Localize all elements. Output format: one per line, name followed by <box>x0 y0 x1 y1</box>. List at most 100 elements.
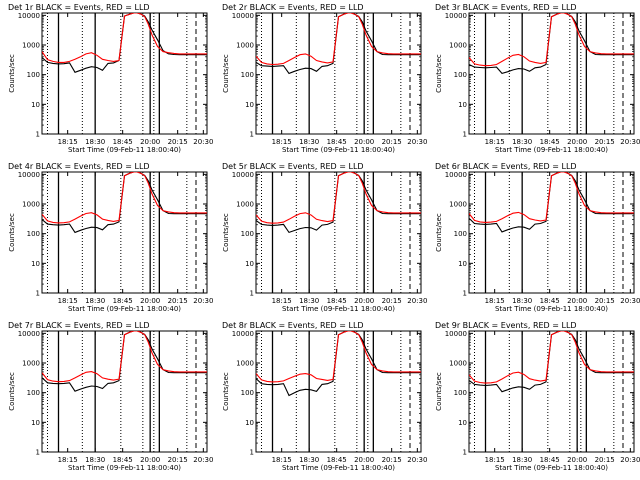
x-tick-label: 18:30 <box>299 297 319 305</box>
y-axis-label: Counts/sec <box>8 372 16 411</box>
y-tick-label: 1000 <box>449 42 467 50</box>
x-tick-label: 18:30 <box>299 138 319 146</box>
y-tick-label: 1 <box>250 131 254 139</box>
panel-title: Det 8r BLACK = Events, RED = LLD <box>222 321 364 330</box>
x-tick-label: 20:15 <box>382 456 402 464</box>
x-tick-label: 20:15 <box>595 456 615 464</box>
y-tick-label: 10 <box>31 101 40 109</box>
lld-line <box>256 331 421 383</box>
panel-det-1: Det 1r BLACK = Events, RED = LLD 1 10 100 10… <box>8 3 213 154</box>
y-tick-label: 10 <box>245 101 254 109</box>
y-axis-label: Counts/sec <box>435 213 443 252</box>
y-axis-label: Counts/sec <box>8 213 16 252</box>
y-axis-label: Counts/sec <box>222 372 230 411</box>
x-axis-label: Start Time (09-Feb-11 18:00:40) <box>495 146 608 154</box>
x-tick-label: 18:30 <box>299 456 319 464</box>
y-tick-label: 10000 <box>18 12 40 20</box>
y-tick-label: 10 <box>458 419 467 427</box>
x-tick-label: 20:30 <box>193 456 213 464</box>
y-tick-label: 1 <box>36 131 40 139</box>
x-tick-label: 20:00 <box>140 456 160 464</box>
x-tick-label: 20:30 <box>193 297 213 305</box>
y-tick-label: 10000 <box>232 12 254 20</box>
y-tick-label: 10 <box>31 419 40 427</box>
x-axis-label: Start Time (09-Feb-11 18:00:40) <box>495 305 608 313</box>
panel-title: Det 9r BLACK = Events, RED = LLD <box>435 321 577 330</box>
panel-det-2: Det 2r BLACK = Events, RED = LLD 1 10 100 10… <box>222 3 427 154</box>
y-axis-label: Counts/sec <box>222 213 230 252</box>
y-tick-label: 100 <box>241 230 254 238</box>
x-tick-label: 20:30 <box>620 297 640 305</box>
events-line <box>42 172 207 234</box>
y-tick-label: 1000 <box>236 42 254 50</box>
lld-line <box>469 13 634 67</box>
x-tick-label: 20:30 <box>193 138 213 146</box>
y-tick-label: 1000 <box>236 360 254 368</box>
y-tick-label: 1 <box>250 449 254 457</box>
lld-line <box>42 13 207 63</box>
panel-title: Det 6r BLACK = Events, RED = LLD <box>435 162 577 171</box>
panel-det-9: Det 9r BLACK = Events, RED = LLD 1 10 100 10… <box>435 321 640 472</box>
panel-det-8: Det 8r BLACK = Events, RED = LLD 1 10 100 10… <box>222 321 427 472</box>
plot-frame <box>468 330 635 453</box>
x-tick-label: 18:15 <box>272 138 292 146</box>
panel-title: Det 4r BLACK = Events, RED = LLD <box>8 162 150 171</box>
x-tick-label: 20:00 <box>140 297 160 305</box>
x-tick-label: 18:30 <box>512 456 532 464</box>
y-tick-label: 10000 <box>232 330 254 338</box>
x-tick-label: 18:45 <box>113 138 133 146</box>
plot-frame <box>255 330 422 453</box>
plot-frame <box>468 12 635 135</box>
plot-frame <box>41 171 208 294</box>
x-axis-label: Start Time (09-Feb-11 18:00:40) <box>68 146 181 154</box>
x-tick-label: 18:45 <box>113 456 133 464</box>
x-tick-label: 18:15 <box>58 138 78 146</box>
y-tick-label: 10 <box>31 260 40 268</box>
y-axis-label: Counts/sec <box>435 372 443 411</box>
x-tick-label: 20:30 <box>407 297 427 305</box>
x-tick-label: 18:30 <box>512 138 532 146</box>
x-tick-label: 20:00 <box>567 456 587 464</box>
x-tick-label: 18:15 <box>485 138 505 146</box>
events-line <box>469 13 634 75</box>
x-tick-label: 18:15 <box>58 456 78 464</box>
y-tick-label: 10000 <box>18 171 40 179</box>
y-tick-label: 1000 <box>449 201 467 209</box>
y-tick-label: 1 <box>250 290 254 298</box>
x-tick-label: 18:30 <box>85 138 105 146</box>
x-tick-label: 20:00 <box>354 456 374 464</box>
y-tick-label: 100 <box>27 71 40 79</box>
x-tick-label: 18:45 <box>113 297 133 305</box>
lld-line <box>469 331 634 384</box>
y-tick-label: 100 <box>454 71 467 79</box>
panel-det-6: Det 6r BLACK = Events, RED = LLD 1 10 100 10… <box>435 162 640 313</box>
panel-det-7: Det 7r BLACK = Events, RED = LLD 1 10 100 10… <box>8 321 213 472</box>
x-axis-label: Start Time (09-Feb-11 18:00:40) <box>68 305 181 313</box>
lld-line <box>256 172 421 224</box>
y-axis-label: Counts/sec <box>222 54 230 93</box>
y-tick-label: 100 <box>27 389 40 397</box>
x-tick-label: 18:45 <box>327 456 347 464</box>
x-tick-label: 20:15 <box>168 456 188 464</box>
events-line <box>42 13 207 73</box>
panel-title: Det 2r BLACK = Events, RED = LLD <box>222 3 364 12</box>
x-axis-label: Start Time (09-Feb-11 18:00:40) <box>282 305 395 313</box>
x-tick-label: 18:15 <box>485 456 505 464</box>
events-line <box>42 331 207 392</box>
x-tick-label: 20:30 <box>620 456 640 464</box>
x-tick-label: 18:45 <box>327 138 347 146</box>
lld-line <box>469 172 634 223</box>
panel-title: Det 7r BLACK = Events, RED = LLD <box>8 321 150 330</box>
y-tick-label: 1000 <box>22 201 40 209</box>
y-tick-label: 10 <box>245 419 254 427</box>
panel-title: Det 5r BLACK = Events, RED = LLD <box>222 162 364 171</box>
x-tick-label: 20:00 <box>567 138 587 146</box>
plot-frame <box>41 330 208 453</box>
y-tick-label: 1 <box>463 290 467 298</box>
x-tick-label: 18:15 <box>272 297 292 305</box>
y-tick-label: 1000 <box>449 360 467 368</box>
x-axis-label: Start Time (09-Feb-11 18:00:40) <box>282 464 395 472</box>
x-tick-label: 18:30 <box>85 456 105 464</box>
y-tick-label: 100 <box>241 71 254 79</box>
